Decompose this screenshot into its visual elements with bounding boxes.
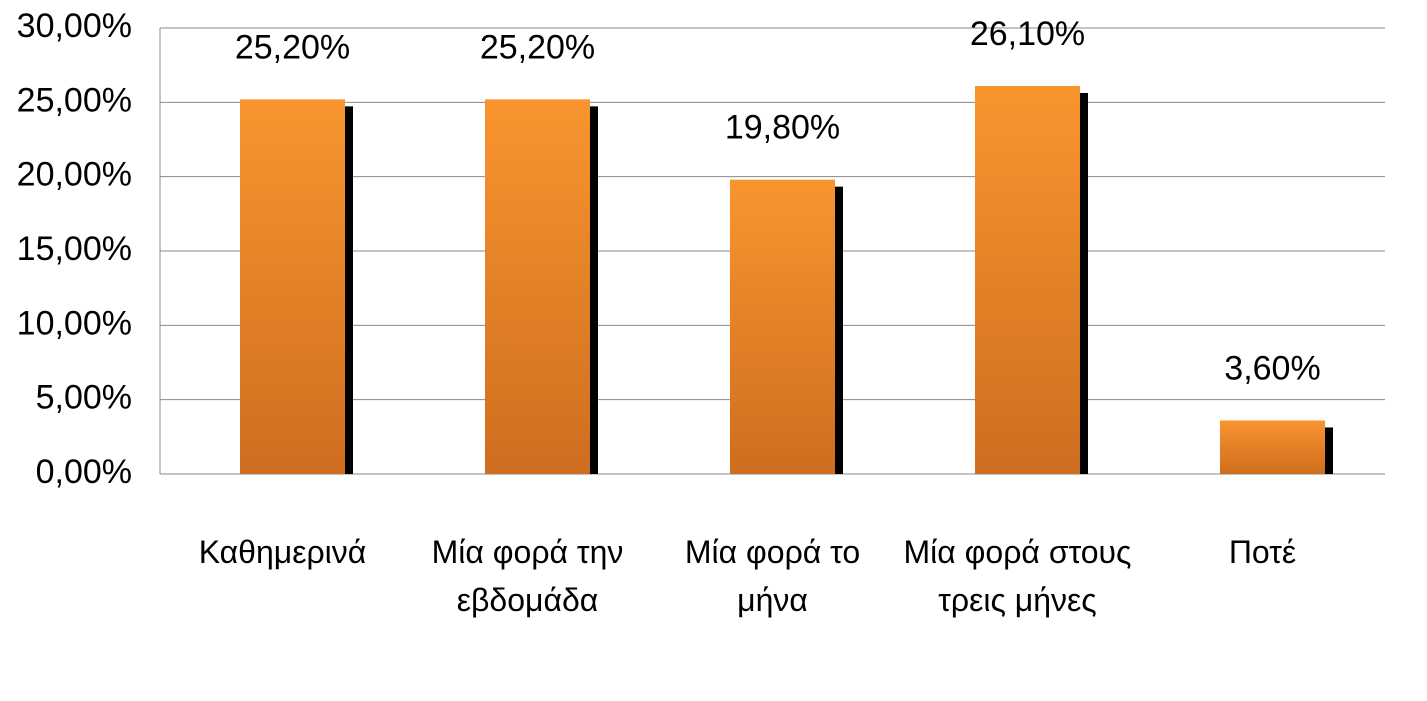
y-tick-label: 10,00% — [17, 304, 132, 342]
x-tick-label: Ποτέ — [1228, 534, 1297, 570]
x-tick-label: Μία φορά την εβδομάδα — [431, 534, 624, 618]
bar — [730, 179, 835, 474]
y-tick-label: 15,00% — [17, 230, 132, 268]
data-label: 3,60% — [1224, 349, 1320, 387]
y-tick-label: 30,00% — [17, 7, 132, 45]
bar — [240, 99, 345, 475]
y-tick-label: 20,00% — [17, 156, 132, 194]
y-tick-label: 25,00% — [17, 81, 132, 119]
x-tick-label: Μία φορά το μήνα — [684, 534, 861, 618]
data-label: 19,80% — [725, 109, 840, 147]
data-label: 25,20% — [235, 28, 350, 66]
bar — [485, 99, 590, 475]
y-tick-label: 0,00% — [36, 453, 132, 491]
x-tick-label: Μία φορά στους τρεις μήνες — [903, 534, 1132, 618]
data-label: 26,10% — [970, 15, 1085, 53]
y-tick-label: 5,00% — [36, 379, 132, 417]
bar — [975, 85, 1080, 474]
bar — [1220, 420, 1325, 474]
data-label: 25,20% — [480, 28, 595, 66]
x-tick-label: Καθημερινά — [198, 534, 367, 570]
